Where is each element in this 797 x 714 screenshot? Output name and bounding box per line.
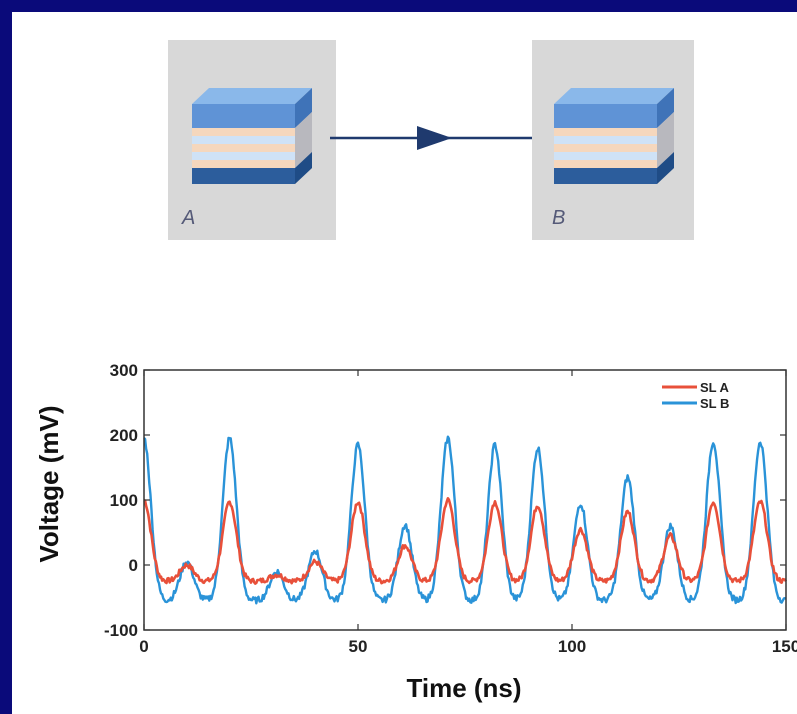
y-axis-label: Voltage (mV) [34, 406, 64, 563]
y-tick-label: 300 [110, 361, 138, 380]
arrow-head-icon [417, 126, 452, 150]
x-tick-label: 50 [349, 637, 368, 656]
plot-area [144, 370, 786, 630]
superlattice-diagram: A B [168, 40, 694, 240]
legend: SL ASL B [662, 380, 730, 411]
figure-panel: A B [12, 12, 797, 714]
x-tick-label: 100 [558, 637, 586, 656]
layer-stack-b-icon [554, 88, 674, 184]
layer-stack-a-icon [192, 88, 312, 184]
series-layer [143, 435, 788, 605]
superlattice-a: A [168, 40, 336, 240]
x-axis-label: Time (ns) [406, 673, 521, 703]
box-a-label: A [181, 207, 195, 229]
plot-background [144, 370, 786, 630]
superlattice-b: B [532, 40, 694, 240]
y-tick-label: -100 [104, 621, 138, 640]
legend-label: SL B [700, 396, 729, 411]
y-tick-label: 100 [110, 491, 138, 510]
x-tick-label: 0 [139, 637, 148, 656]
legend-label: SL A [700, 380, 730, 395]
arrow-a-to-b [330, 126, 534, 150]
series-line-sl-a [143, 497, 788, 585]
x-tick-label: 150 [772, 637, 797, 656]
y-tick-label: 200 [110, 426, 138, 445]
box-b-label: B [552, 207, 565, 229]
y-tick-label: 0 [129, 556, 138, 575]
